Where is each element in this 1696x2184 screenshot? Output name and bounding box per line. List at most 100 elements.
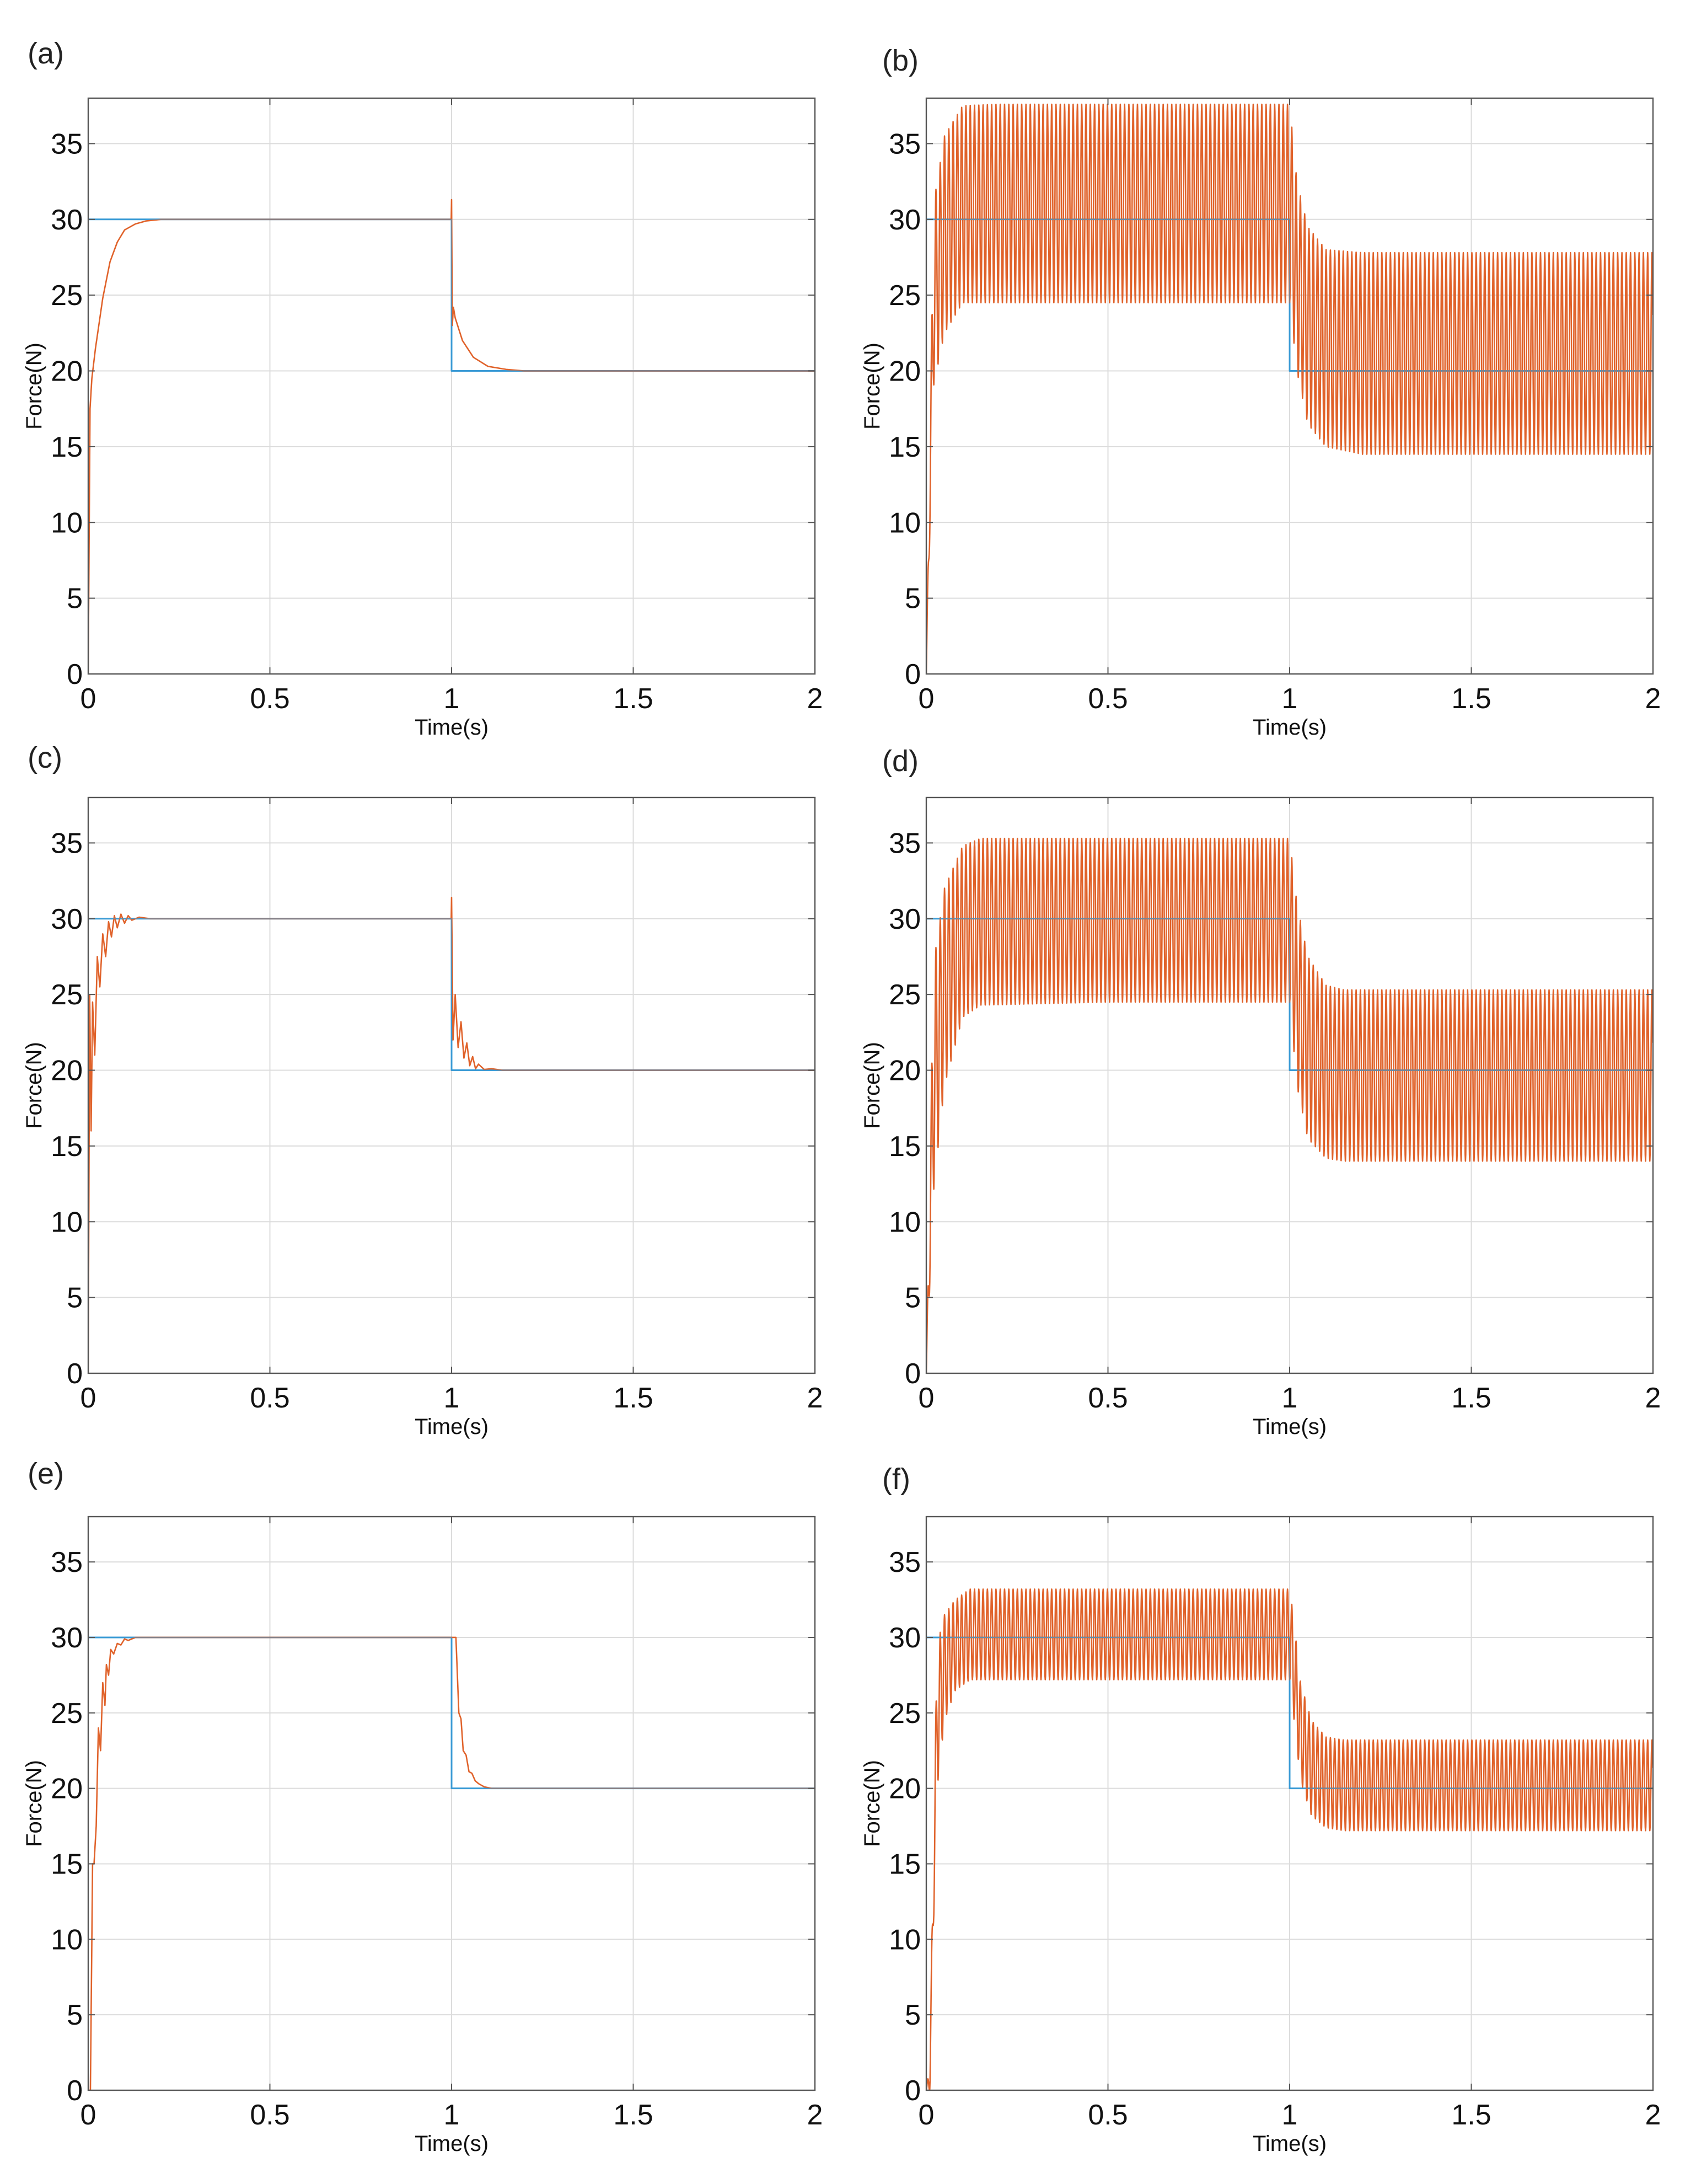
chart-panel-a: (a)0 0.5 1 1.5 205101520253035Time(s)Force(N… <box>22 37 823 740</box>
y-tick-label: 35 <box>51 128 83 160</box>
chart-panel-d: (d)0 0.5 1 1.5 205101520253035Time(s)Force(N… <box>860 745 1661 1439</box>
y-tick-label: 20 <box>889 1773 921 1805</box>
panel-label-a: (a) <box>28 37 64 70</box>
series-group <box>926 1588 1653 2090</box>
y-tick-label: 15 <box>51 1848 83 1880</box>
panel-label-f: (f) <box>882 1463 910 1496</box>
x-tick-label: 1 <box>444 2099 460 2131</box>
y-tick-label: 10 <box>51 1206 83 1238</box>
y-tick-label: 5 <box>67 1282 83 1314</box>
x-tick-label: 0 <box>80 1382 96 1414</box>
x-tick-label: 0 <box>80 2099 96 2131</box>
series-group <box>88 199 815 674</box>
y-tick-label: 20 <box>889 1055 921 1087</box>
y-tick-label: 35 <box>51 827 83 859</box>
y-tick-label: 5 <box>905 1999 921 2031</box>
y-tick-label: 0 <box>905 2075 921 2107</box>
y-tick-label: 5 <box>905 1282 921 1314</box>
y-tick-label: 15 <box>889 431 921 463</box>
series-group <box>88 1636 815 2090</box>
y-tick-label: 25 <box>889 979 921 1011</box>
y-tick-label: 20 <box>889 356 921 388</box>
y-axis-title: Force(N) <box>860 342 884 430</box>
y-tick-label: 5 <box>67 1999 83 2031</box>
x-tick-label: 0 <box>919 683 935 715</box>
reference-series-overlay <box>88 218 815 372</box>
y-tick-label: 15 <box>51 431 83 463</box>
x-tick-label: 1.5 <box>1451 1382 1491 1414</box>
x-tick-label: 2 <box>1645 1382 1661 1414</box>
x-axis-title: Time(s) <box>415 2132 489 2156</box>
x-tick-label: 0 <box>919 1382 935 1414</box>
x-axis-title: Time(s) <box>415 715 489 740</box>
y-tick-label: 0 <box>905 659 921 690</box>
y-tick-label: 30 <box>889 204 921 236</box>
x-tick-label: 2 <box>807 683 823 715</box>
y-tick-label: 30 <box>51 1622 83 1654</box>
x-tick-label: 0.5 <box>250 1382 289 1414</box>
x-tick-label: 0.5 <box>250 2099 289 2131</box>
x-tick-label: 1.5 <box>1451 2099 1491 2131</box>
x-tick-label: 1.5 <box>613 683 653 715</box>
y-tick-label: 30 <box>889 903 921 935</box>
y-tick-label: 10 <box>51 1924 83 1956</box>
x-tick-label: 0 <box>919 2099 935 2131</box>
reference-series-overlay <box>926 1636 1653 1789</box>
x-tick-label: 1 <box>1282 2099 1298 2131</box>
x-tick-label: 2 <box>1645 683 1661 715</box>
y-tick-label: 0 <box>905 1358 921 1390</box>
x-tick-label: 1 <box>444 683 460 715</box>
x-tick-label: 2 <box>1645 2099 1661 2131</box>
y-tick-label: 20 <box>51 356 83 388</box>
panel-label-d: (d) <box>882 745 919 778</box>
chart-panel-e: (e)0 0.5 1 1.5 205101520253035Time(s)Force(N… <box>22 1457 823 2156</box>
series-group <box>926 837 1653 1373</box>
y-tick-label: 0 <box>67 659 83 690</box>
y-tick-label: 10 <box>889 507 921 539</box>
y-tick-label: 25 <box>51 979 83 1011</box>
y-axis-title: Force(N) <box>22 1042 46 1129</box>
y-tick-label: 35 <box>889 1546 921 1578</box>
series-group <box>88 897 815 1373</box>
x-axis-title: Time(s) <box>1253 715 1327 740</box>
y-tick-label: 35 <box>889 128 921 160</box>
y-tick-label: 25 <box>51 1698 83 1730</box>
y-tick-label: 35 <box>889 827 921 859</box>
x-tick-label: 1.5 <box>613 1382 653 1414</box>
x-tick-label: 0.5 <box>1088 683 1128 715</box>
x-tick-label: 0 <box>80 683 96 715</box>
x-tick-label: 1.5 <box>1451 683 1491 715</box>
y-tick-label: 15 <box>889 1848 921 1880</box>
x-tick-label: 1 <box>1282 683 1298 715</box>
reference-series-overlay <box>88 1636 815 1789</box>
x-axis-title: Time(s) <box>1253 2132 1327 2156</box>
y-tick-label: 5 <box>905 583 921 615</box>
panel-label-e: (e) <box>28 1457 64 1490</box>
y-tick-label: 30 <box>889 1622 921 1654</box>
y-tick-label: 30 <box>51 903 83 935</box>
reference-series-overlay <box>926 918 1653 1071</box>
x-tick-label: 0.5 <box>1088 2099 1128 2131</box>
y-tick-label: 20 <box>51 1773 83 1805</box>
x-tick-label: 2 <box>807 2099 823 2131</box>
y-axis-title: Force(N) <box>860 1760 884 1847</box>
y-tick-label: 35 <box>51 1546 83 1578</box>
y-tick-label: 30 <box>51 204 83 236</box>
x-axis-title: Time(s) <box>1253 1415 1327 1439</box>
y-axis-title: Force(N) <box>22 342 46 430</box>
y-tick-label: 15 <box>51 1131 83 1163</box>
x-axis-title: Time(s) <box>415 1415 489 1439</box>
chart-panel-b: (b)0 0.5 1 1.5 205101520253035Time(s)Force(N… <box>860 44 1661 740</box>
x-tick-label: 1 <box>1282 1382 1298 1414</box>
y-tick-label: 15 <box>889 1131 921 1163</box>
y-tick-label: 25 <box>889 280 921 312</box>
y-axis-title: Force(N) <box>860 1042 884 1129</box>
y-tick-label: 25 <box>889 1698 921 1730</box>
y-tick-label: 10 <box>889 1924 921 1956</box>
y-tick-label: 0 <box>67 2075 83 2107</box>
y-tick-label: 10 <box>889 1206 921 1238</box>
reference-series-overlay <box>926 218 1653 372</box>
y-tick-label: 0 <box>67 1358 83 1390</box>
chart-panel-f: (f)0 0.5 1 1.5 205101520253035Time(s)Force(N… <box>860 1463 1661 2156</box>
